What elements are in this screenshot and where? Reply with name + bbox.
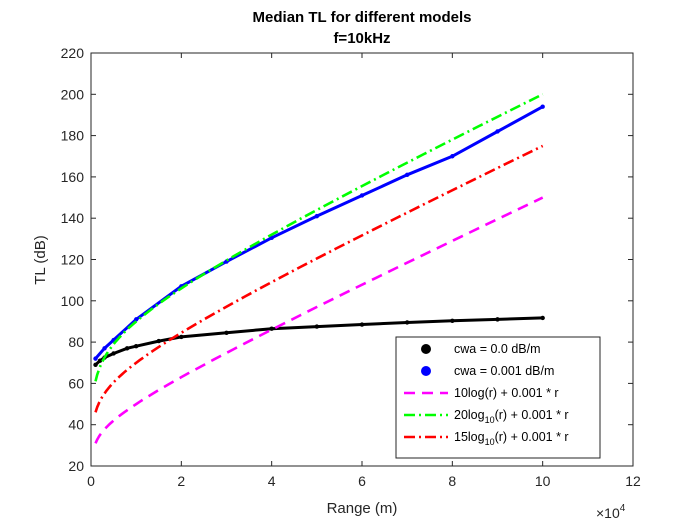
series-point-0 xyxy=(495,317,500,322)
x-tick-label: 8 xyxy=(448,473,456,489)
series-point-0 xyxy=(133,344,139,349)
legend-label-3: 20log10(r) + 0.001 * r xyxy=(454,408,569,425)
series-layer xyxy=(93,93,545,444)
y-axis-label: TL (dB) xyxy=(32,235,49,284)
series-line-4 xyxy=(94,144,544,413)
y-tick-label: 100 xyxy=(61,293,85,309)
series-point-0 xyxy=(314,324,320,329)
x-tick-label: 6 xyxy=(358,473,366,489)
series-point-0 xyxy=(404,320,410,325)
legend-marker-1 xyxy=(421,366,431,376)
series-line-3 xyxy=(94,93,544,382)
series-point-1 xyxy=(450,154,455,159)
y-tick-label: 60 xyxy=(68,375,84,391)
series-point-1 xyxy=(404,172,410,178)
x-tick-label: 0 xyxy=(87,473,95,489)
series-point-0 xyxy=(359,322,365,327)
series-point-1 xyxy=(314,213,320,219)
series-point-0 xyxy=(111,351,116,356)
legend-label-1: cwa = 0.001 dB/m xyxy=(454,364,554,378)
y-tick-label: 20 xyxy=(68,458,84,474)
x-tick-label: 12 xyxy=(625,473,641,489)
chart-title-line1: Median TL for different models xyxy=(253,9,472,26)
x-tick-label: 10 xyxy=(535,473,551,489)
series-point-1 xyxy=(93,356,98,361)
tick-layer: 0 2 4 6 8 10 12 20 40 60 80 100 120 140 160 180 200 220 xyxy=(61,45,641,489)
y-tick-label: 140 xyxy=(61,210,85,226)
legend-marker-0 xyxy=(421,344,431,354)
series-point-1 xyxy=(495,129,500,134)
legend-label-4: 15log10(r) + 0.001 * r xyxy=(454,430,569,447)
series-point-0 xyxy=(269,326,274,331)
x-tick-label: 2 xyxy=(177,473,185,489)
series-point-0 xyxy=(93,362,98,368)
series-point-0 xyxy=(124,346,130,351)
series-point-1 xyxy=(359,193,365,198)
legend-label-2: 10log(r) + 0.001 * r xyxy=(454,386,559,400)
y-tick-label: 80 xyxy=(68,334,84,350)
x-tick-label: 4 xyxy=(268,473,276,489)
y-tick-label: 40 xyxy=(68,417,84,433)
y-tick-label: 220 xyxy=(61,45,85,61)
series-point-0 xyxy=(450,318,455,324)
x-axis-label: Range (m) xyxy=(327,500,398,517)
series-line-2 xyxy=(94,196,544,444)
series-line-0 xyxy=(94,316,543,366)
series-point-0 xyxy=(156,338,161,344)
y-tick-label: 180 xyxy=(61,128,85,144)
series-point-1 xyxy=(133,317,139,322)
series-point-0 xyxy=(97,358,103,363)
series-point-0 xyxy=(224,330,229,336)
series-point-0 xyxy=(540,315,545,321)
series-point-1 xyxy=(102,346,107,351)
legend-label-0: cwa = 0.0 dB/m xyxy=(454,342,541,356)
y-tick-label: 200 xyxy=(61,86,85,102)
chart-title-line2: f=10kHz xyxy=(333,30,390,47)
legend: cwa = 0.0 dB/m cwa = 0.001 dB/m 10log(r) +… xyxy=(395,336,601,459)
y-tick-label: 160 xyxy=(61,169,85,185)
series-point-0 xyxy=(179,334,184,340)
x-axis-exponent: ×104 xyxy=(596,503,626,521)
series-point-1 xyxy=(540,104,545,109)
y-tick-label: 120 xyxy=(61,252,85,268)
